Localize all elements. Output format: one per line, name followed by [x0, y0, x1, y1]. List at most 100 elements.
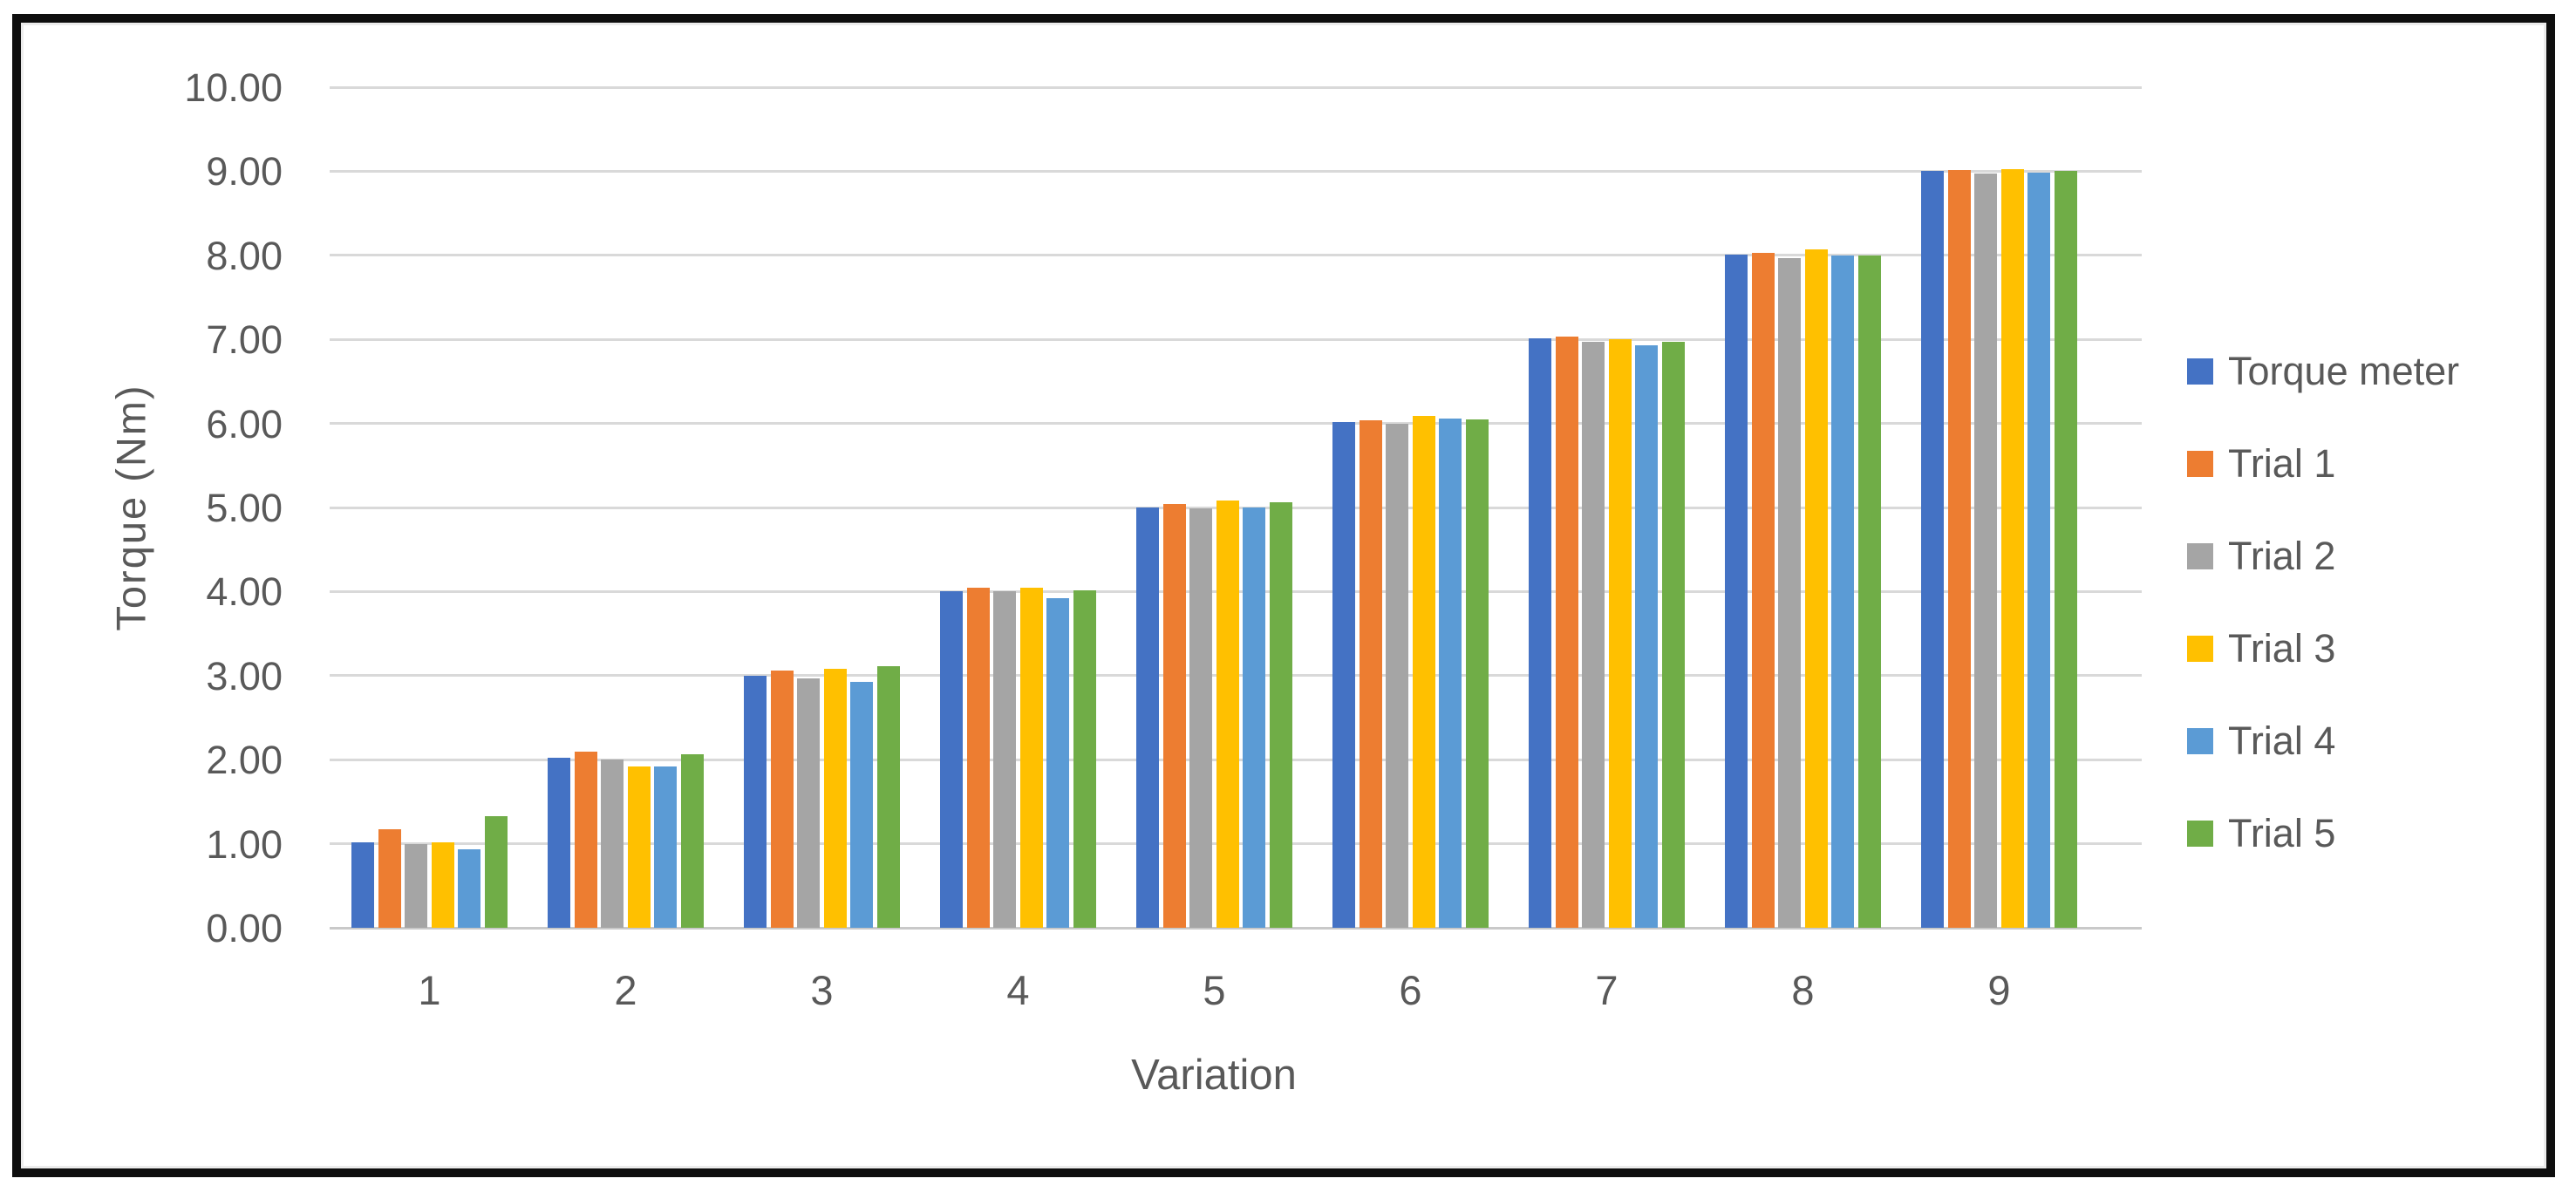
x-axis-tick-label-8: 8	[1791, 967, 1815, 1013]
legend-label: Trial 2	[2228, 534, 2336, 578]
bar-trial-1-cat-5	[1162, 504, 1186, 928]
bar-trial-3-cat-4	[1019, 587, 1043, 928]
bar-trial-2-cat-7	[1582, 342, 1605, 928]
y-axis-tick-label: 7.00	[206, 317, 283, 363]
legend-item-trial-1: Trial 1	[2187, 441, 2336, 486]
legend-swatch-icon	[2187, 821, 2213, 847]
bar-trial-3-cat-9	[2000, 169, 2024, 928]
bar-torque-meter-cat-6	[1332, 421, 1356, 928]
gridline-y-6.00	[330, 422, 2142, 426]
bar-trial-2-cat-4	[993, 591, 1017, 928]
gridline-y-8.00	[330, 254, 2142, 257]
bar-trial-1-cat-9	[1947, 170, 1971, 928]
legend-item-torque-meter: Torque meter	[2187, 349, 2460, 393]
bar-torque-meter-cat-2	[548, 758, 571, 928]
legend-label: Torque meter	[2228, 349, 2460, 393]
bar-trial-4-cat-6	[1439, 418, 1462, 928]
gridline-y-0.00	[330, 926, 2142, 930]
bar-trial-4-cat-5	[1243, 507, 1266, 928]
x-axis-tick-label-6: 6	[1399, 967, 1422, 1013]
bar-trial-4-cat-2	[654, 766, 678, 928]
legend-item-trial-4: Trial 4	[2187, 719, 2335, 763]
bar-trial-3-cat-8	[1804, 249, 1828, 928]
y-axis-tick-label: 2.00	[206, 738, 283, 783]
bar-torque-meter-cat-9	[1921, 171, 1945, 928]
bar-trial-4-cat-8	[1831, 255, 1855, 928]
bar-torque-meter-cat-5	[1136, 507, 1160, 928]
bar-trial-2-cat-5	[1189, 507, 1213, 928]
bar-trial-2-cat-1	[405, 843, 428, 928]
legend-swatch-icon	[2187, 636, 2213, 662]
bar-trial-5-cat-7	[1661, 342, 1685, 928]
legend-label: Trial 5	[2228, 811, 2336, 855]
x-axis-tick-label-4: 4	[1006, 967, 1030, 1013]
y-axis-tick-label: 6.00	[206, 401, 283, 446]
bar-trial-5-cat-4	[1073, 590, 1096, 928]
legend-item-trial-2: Trial 2	[2187, 534, 2336, 578]
bar-trial-5-cat-2	[680, 754, 704, 928]
y-axis-tick-label: 4.00	[206, 569, 283, 615]
legend-item-trial-5: Trial 5	[2187, 811, 2336, 855]
x-axis-tick-label-5: 5	[1203, 967, 1226, 1013]
bar-trial-2-cat-6	[1386, 423, 1409, 928]
bar-torque-meter-cat-3	[744, 675, 767, 928]
bar-trial-1-cat-7	[1555, 337, 1578, 928]
x-axis-tick-label-9: 9	[1987, 967, 2011, 1013]
y-axis-title: Torque (Nm)	[107, 384, 154, 631]
bar-trial-4-cat-9	[2027, 173, 2051, 928]
bar-trial-1-cat-4	[966, 587, 990, 928]
legend-swatch-icon	[2187, 728, 2213, 754]
y-axis-tick-label: 1.00	[206, 821, 283, 867]
y-axis-tick-label: 3.00	[206, 653, 283, 698]
y-axis-tick-label: 0.00	[206, 906, 283, 950]
legend-swatch-icon	[2187, 451, 2213, 477]
legend-label: Trial 1	[2228, 441, 2336, 486]
bar-trial-1-cat-1	[378, 829, 401, 928]
bar-torque-meter-cat-8	[1725, 254, 1748, 928]
bar-trial-4-cat-3	[850, 681, 874, 928]
bar-trial-4-cat-7	[1635, 344, 1659, 928]
y-axis-tick-label: 5.00	[206, 486, 283, 530]
bar-trial-3-cat-1	[431, 841, 454, 928]
bar-trial-2-cat-3	[797, 678, 821, 928]
bar-torque-meter-cat-4	[940, 591, 964, 928]
y-axis-tick-label: 9.00	[206, 149, 283, 194]
x-axis-tick-label-1: 1	[418, 967, 441, 1013]
bar-torque-meter-cat-1	[351, 841, 375, 928]
bar-trial-3-cat-3	[823, 669, 847, 928]
legend-swatch-icon	[2187, 543, 2213, 569]
bar-trial-3-cat-2	[627, 766, 651, 928]
bar-trial-3-cat-6	[1412, 415, 1435, 928]
y-axis-tick-label: 8.00	[206, 233, 283, 278]
bar-trial-5-cat-6	[1465, 419, 1489, 928]
bar-trial-5-cat-3	[876, 666, 900, 928]
bar-trial-5-cat-1	[484, 815, 508, 928]
bar-trial-5-cat-9	[2054, 171, 2077, 928]
legend-label: Trial 3	[2228, 626, 2336, 671]
gridline-y-10.00	[330, 85, 2142, 89]
bar-trial-4-cat-1	[458, 849, 481, 928]
bar-trial-5-cat-5	[1269, 502, 1292, 928]
bar-trial-1-cat-2	[574, 751, 597, 928]
legend-swatch-icon	[2187, 358, 2213, 385]
bar-trial-2-cat-2	[601, 759, 624, 928]
bar-trial-5-cat-8	[1857, 255, 1881, 928]
bar-trial-1-cat-8	[1751, 252, 1775, 928]
x-axis-title: Variation	[1131, 1052, 1297, 1099]
gridline-y-7.00	[330, 337, 2142, 341]
bar-trial-1-cat-3	[770, 671, 794, 928]
x-axis-tick-label-7: 7	[1595, 967, 1619, 1013]
bar-torque-meter-cat-7	[1529, 338, 1552, 928]
bar-trial-4-cat-4	[1046, 598, 1070, 928]
bar-trial-3-cat-5	[1216, 501, 1239, 928]
bar-trial-2-cat-9	[1974, 174, 1998, 928]
x-axis-tick-label-3: 3	[810, 967, 834, 1013]
legend-label: Trial 4	[2228, 719, 2336, 763]
legend-item-trial-3: Trial 3	[2187, 626, 2336, 671]
bar-trial-1-cat-6	[1359, 419, 1382, 928]
figure-border	[12, 14, 2555, 1177]
gridline-y-9.00	[330, 169, 2142, 173]
x-axis-tick-label-2: 2	[614, 967, 637, 1013]
y-axis-tick-label: 10.00	[184, 65, 283, 110]
